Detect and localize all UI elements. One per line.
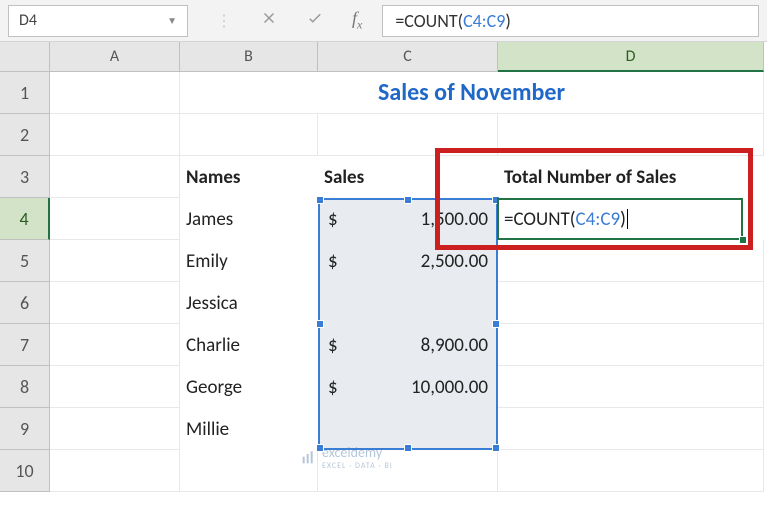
cell-sales-0[interactable]: $1,500.00 [318,198,498,240]
row-header-10[interactable]: 10 [0,450,50,492]
cell-a8[interactable] [50,366,180,408]
name-box-value: D4 [19,11,37,30]
name-box[interactable]: D4 ▼ [8,5,188,37]
watermark-name: exceldemy [322,444,393,461]
title-cell[interactable]: Sales of November [180,72,764,114]
cell-name-3[interactable]: Charlie [180,324,318,366]
cell-a9[interactable] [50,408,180,450]
row-header-8[interactable]: 8 [0,366,50,408]
cell-sales-1[interactable]: $2,500.00 [318,240,498,282]
cell-d9[interactable] [498,408,764,450]
cell-d10[interactable] [498,450,764,492]
col-header-c[interactable]: C [318,42,498,72]
fill-handle[interactable] [739,236,747,244]
cell-d7[interactable] [498,324,764,366]
cell-name-0[interactable]: James [180,198,318,240]
row-header-3[interactable]: 3 [0,156,50,198]
cell-formula-ref: C4:C9 [575,208,620,231]
cell-sales-2[interactable] [318,282,498,324]
cell-d5[interactable] [498,240,764,282]
spreadsheet-grid: A B C D 1 Sales of November 2 3 Names Sa… [0,42,767,492]
row-header-7[interactable]: 7 [0,324,50,366]
row-header-1[interactable]: 1 [0,72,50,114]
formula-bar-row: D4 ▼ ⋮ fx =COUNT(C4:C9) [0,0,767,42]
enter-icon[interactable] [306,9,324,32]
cell-a10[interactable] [50,450,180,492]
cell-c2[interactable] [318,114,498,156]
watermark: exceldemy EXCEL · DATA · BI [300,444,393,471]
row-header-9[interactable]: 9 [0,408,50,450]
cancel-icon[interactable] [260,9,278,32]
cell-b2[interactable] [180,114,318,156]
sales-value: 1,500.00 [421,208,488,231]
cell-name-4[interactable]: George [180,366,318,408]
cell-a1[interactable] [50,72,180,114]
cell-a5[interactable] [50,240,180,282]
formula-ref: C4:C9 [463,10,505,32]
select-all-corner[interactable] [0,42,50,72]
cell-d8[interactable] [498,366,764,408]
dropdown-icon[interactable]: ▼ [167,14,177,27]
cell-formula-prefix: =COUNT( [504,208,575,231]
sales-value: 10,000.00 [411,376,488,399]
sales-value: 2,500.00 [421,250,488,273]
formula-bar-icons: ⋮ fx [196,8,382,33]
col-header-a[interactable]: A [50,42,180,72]
header-names[interactable]: Names [180,156,318,198]
row-header-5[interactable]: 5 [0,240,50,282]
row-header-2[interactable]: 2 [0,114,50,156]
row-header-4[interactable]: 4 [0,198,50,240]
currency-symbol: $ [328,250,338,273]
text-cursor [627,209,628,229]
watermark-icon [300,450,316,466]
currency-symbol: $ [328,208,338,231]
fx-icon[interactable]: fx [352,8,362,33]
col-header-d[interactable]: D [498,42,764,72]
header-sales[interactable]: Sales [318,156,498,198]
cell-a3[interactable] [50,156,180,198]
cell-sales-4[interactable]: $10,000.00 [318,366,498,408]
cell-d2[interactable] [498,114,764,156]
active-cell-d4[interactable]: =COUNT(C4:C9) [498,198,764,240]
cell-a6[interactable] [50,282,180,324]
watermark-sub: EXCEL · DATA · BI [322,461,393,471]
cell-a4[interactable] [50,198,180,240]
cell-sales-3[interactable]: $8,900.00 [318,324,498,366]
cell-d6[interactable] [498,282,764,324]
cell-a7[interactable] [50,324,180,366]
currency-symbol: $ [328,334,338,357]
header-total[interactable]: Total Number of Sales [498,156,764,198]
row-header-6[interactable]: 6 [0,282,50,324]
cell-b10[interactable] [180,450,318,492]
cell-name-1[interactable]: Emily [180,240,318,282]
formula-suffix: ) [505,10,510,32]
cell-a2[interactable] [50,114,180,156]
cell-name-5[interactable]: Millie [180,408,318,450]
sales-value: 8,900.00 [421,334,488,357]
formula-prefix: =COUNT( [395,10,463,32]
cell-name-2[interactable]: Jessica [180,282,318,324]
divider-icon: ⋮ [216,11,232,31]
cell-formula-suffix: ) [620,208,626,231]
formula-input[interactable]: =COUNT(C4:C9) [382,5,759,37]
currency-symbol: $ [328,376,338,399]
col-header-b[interactable]: B [180,42,318,72]
